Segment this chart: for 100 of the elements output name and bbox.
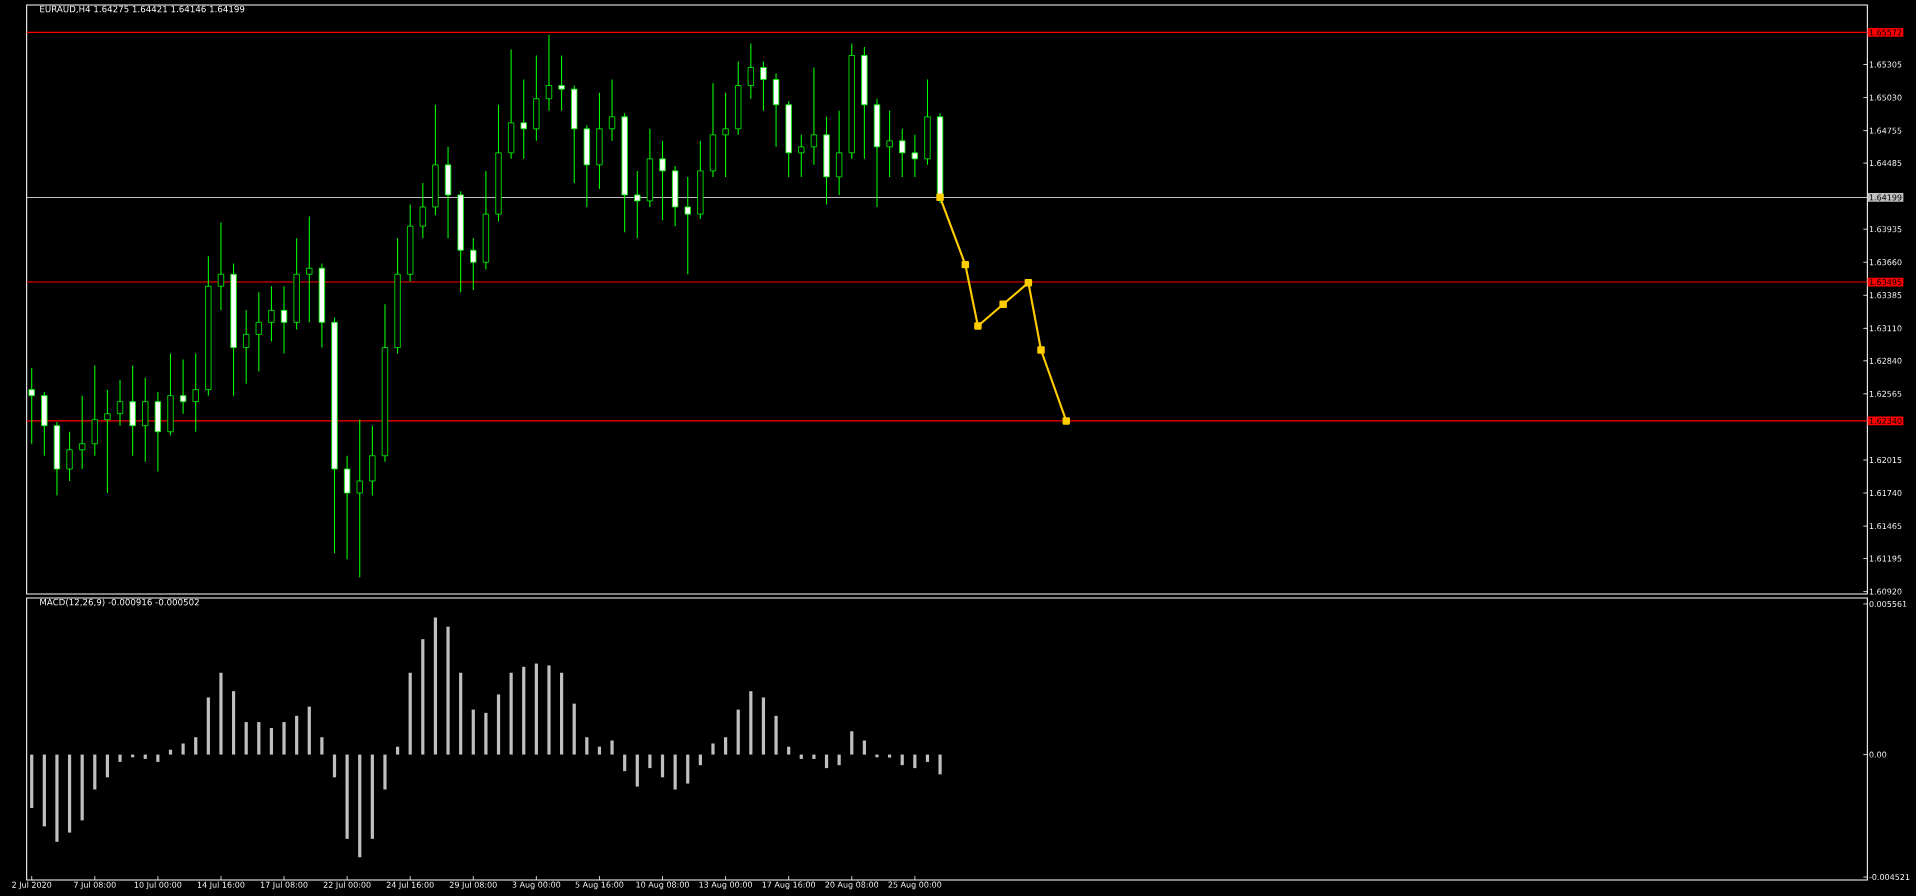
bar xyxy=(686,754,690,784)
bar xyxy=(925,754,930,762)
bar xyxy=(408,672,412,755)
y-tick-label: -0.004521 xyxy=(1869,874,1910,881)
candlestick xyxy=(911,134,919,178)
candlestick xyxy=(722,92,729,178)
point xyxy=(1037,346,1045,354)
candlestick xyxy=(899,128,906,178)
y-tick-label: 1.65305 xyxy=(1869,61,1902,68)
y-tick-label: 1.61740 xyxy=(1869,490,1902,497)
y-tick-label: 0.00 xyxy=(1869,751,1887,758)
candlestick xyxy=(268,285,275,343)
point xyxy=(961,260,970,269)
y-tick-label: 1.65030 xyxy=(1869,94,1902,101)
y-tick-label: 1.63385 xyxy=(1869,292,1902,299)
candlestick xyxy=(545,34,553,112)
bar xyxy=(585,737,589,755)
bar xyxy=(80,754,84,821)
candlestick xyxy=(280,285,288,355)
y-tick-label: 1.63110 xyxy=(1869,325,1902,332)
candlestick xyxy=(608,78,616,142)
candlestick xyxy=(104,389,111,494)
candlestick xyxy=(886,110,893,178)
candlestick xyxy=(558,54,565,112)
bar xyxy=(168,749,173,755)
candlestick xyxy=(255,291,262,373)
chart-title: EURAUD,H4 1.64275 1.64421 1.64146 1.64199 xyxy=(40,5,245,14)
bar xyxy=(761,697,766,755)
bar xyxy=(850,731,854,755)
bar xyxy=(181,743,185,755)
bar xyxy=(673,754,677,790)
candlestick xyxy=(470,237,477,291)
y-tick-label: 1.62840 xyxy=(1869,357,1902,364)
x-tick-label: 13 Aug 00:00 xyxy=(699,881,753,890)
bar xyxy=(257,722,261,755)
bar xyxy=(749,691,753,755)
bar xyxy=(55,754,59,842)
chart-title: MACD(12,26,9) -0.000916 -0.000502 xyxy=(40,598,199,607)
candlestick xyxy=(419,182,426,239)
bar xyxy=(30,754,34,808)
bar xyxy=(787,746,791,755)
candlestick xyxy=(116,379,124,427)
bar xyxy=(345,754,349,839)
point xyxy=(1024,278,1033,287)
ref-line-label: 1.65572 xyxy=(1869,29,1902,36)
x-tick-label: 3 Aug 00:00 xyxy=(512,881,561,890)
bar xyxy=(774,715,778,755)
ref-line-label: 1.64199 xyxy=(1869,194,1902,201)
bar xyxy=(206,697,210,755)
point xyxy=(999,300,1007,309)
bar xyxy=(547,665,551,755)
bar xyxy=(862,740,866,755)
x-tick-label: 10 Aug 08:00 xyxy=(636,881,689,890)
bar xyxy=(383,754,387,790)
candlestick xyxy=(243,309,250,385)
bar xyxy=(156,754,160,762)
bar xyxy=(597,746,602,755)
bar xyxy=(660,754,665,778)
bar xyxy=(824,754,829,769)
bar xyxy=(231,691,236,755)
bar xyxy=(320,737,324,755)
ref-line-label: 1.63495 xyxy=(1869,279,1902,286)
ref-line-label: 1.62340 xyxy=(1869,417,1902,424)
bar xyxy=(244,722,248,755)
bar xyxy=(484,712,488,755)
x-tick-label: 14 Jul 16:00 xyxy=(197,881,245,890)
x-tick-label: 24 Jul 16:00 xyxy=(386,881,434,890)
bar xyxy=(559,672,564,755)
candlestick xyxy=(798,134,805,178)
bar xyxy=(118,754,122,762)
bar xyxy=(812,754,816,759)
bar xyxy=(888,754,892,758)
y-tick-label: 1.64755 xyxy=(1869,127,1902,134)
bar xyxy=(572,703,576,755)
y-tick-label: 1.64485 xyxy=(1869,160,1902,167)
candlestick xyxy=(192,353,199,433)
y-tick-label: 1.61465 xyxy=(1869,523,1902,530)
bar xyxy=(623,754,627,772)
candlestick xyxy=(747,42,755,100)
bar xyxy=(433,617,438,755)
candlestick xyxy=(760,60,767,112)
x-tick-label: 29 Jul 08:00 xyxy=(449,881,497,890)
y-tick-label: 1.63935 xyxy=(1869,226,1902,233)
x-tick-label: 7 Jul 08:00 xyxy=(74,881,116,890)
bar xyxy=(459,672,463,755)
y-tick-label: 1.62565 xyxy=(1869,390,1902,397)
bar xyxy=(307,706,311,755)
bar xyxy=(395,746,400,755)
y-tick-label: 1.60920 xyxy=(1869,588,1902,595)
candlestick xyxy=(684,176,691,275)
bar xyxy=(421,639,425,755)
x-tick-label: 25 Aug 00:00 xyxy=(888,881,942,890)
bar xyxy=(610,740,614,755)
x-tick-label: 17 Aug 16:00 xyxy=(762,881,816,890)
bar xyxy=(736,709,740,755)
point xyxy=(1062,417,1070,425)
bar xyxy=(105,754,110,778)
bar xyxy=(370,754,374,839)
bar xyxy=(446,626,450,755)
candlestick xyxy=(810,66,818,166)
